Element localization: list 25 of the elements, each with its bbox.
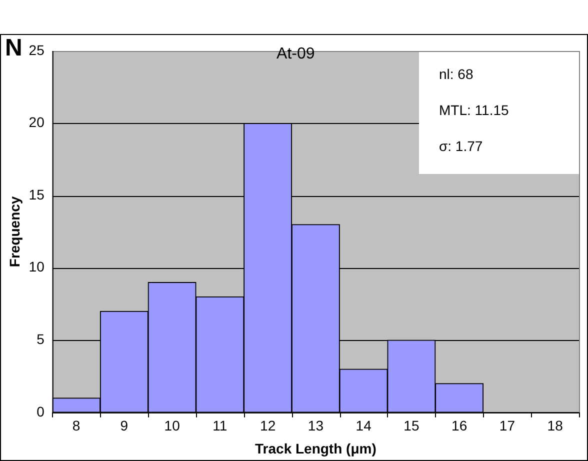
stats-box: nl: 68 MTL: 11.15 σ: 1.77: [419, 52, 579, 174]
x-tick-label: 10: [164, 418, 180, 434]
x-tick-label: 13: [308, 418, 324, 434]
annotation: nl: 68: [439, 65, 474, 84]
x-tick-label: 11: [212, 418, 228, 434]
y-tick-label: 5: [36, 330, 45, 347]
annotation: MTL: 11.15: [439, 101, 510, 120]
chart-title: At-09: [276, 45, 315, 62]
x-tick-label: 18: [547, 418, 564, 434]
x-tick-label: 15: [404, 418, 420, 434]
x-tick-label: 16: [452, 418, 468, 434]
y-tick-label: 25: [28, 42, 45, 58]
y-tick-label: 10: [28, 258, 45, 275]
x-tick-label: 14: [356, 418, 372, 434]
y-tick-label: 20: [28, 114, 45, 130]
x-tick-label: 17: [499, 418, 516, 434]
y-tick-label: 0: [36, 403, 45, 420]
x-tick-label: 12: [260, 418, 276, 434]
annotation: σ: 1.77: [439, 137, 484, 156]
y-axis-title: Frequency: [6, 196, 22, 268]
x-axis-title: Track Length (μm): [255, 440, 376, 456]
x-tick-label: 8: [72, 418, 80, 434]
y-tick-label: 15: [28, 186, 45, 202]
text: N: [5, 34, 22, 62]
x-tick-label: 9: [120, 418, 128, 434]
